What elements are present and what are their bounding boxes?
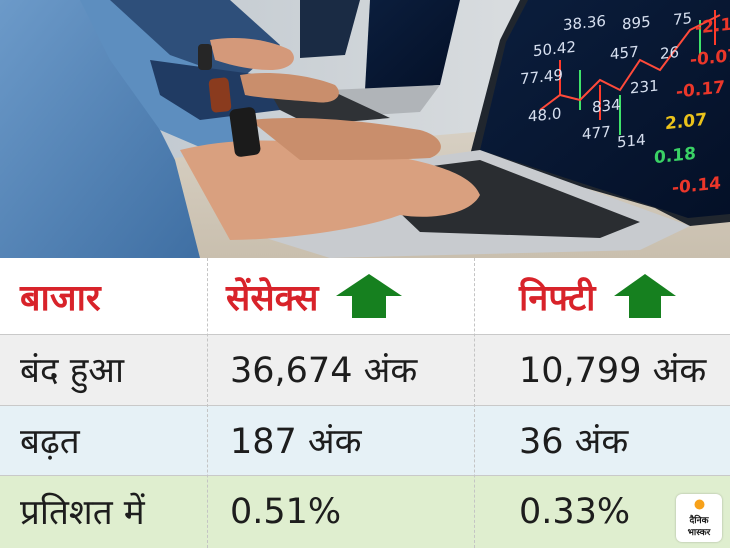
sensex-value-cell: 36,674 अंक xyxy=(208,334,474,405)
column-divider xyxy=(474,258,476,548)
row-divider xyxy=(0,475,730,476)
nifty-value-cell: 10,799 अंक xyxy=(475,334,730,405)
nifty-close-value: 10,799 अंक xyxy=(519,351,707,391)
laptop-scene-illustration xyxy=(0,0,730,258)
screen-number: 457 xyxy=(610,42,639,64)
screen-number: -0.07 xyxy=(690,45,730,71)
table-header-row: बाजार सेंसेक्स निफ्टी xyxy=(0,258,730,334)
row-label-percent: प्रतिशत में xyxy=(20,493,145,533)
row-label-cell: प्रतिशत में xyxy=(0,475,207,548)
dainik-bhaskar-logo: दैनिक भास्कर xyxy=(676,494,722,542)
market-summary-table: बाजार सेंसेक्स निफ्टी बंद हुआ 36,674 अंक xyxy=(0,258,730,548)
nifty-gain-value: 36 अंक xyxy=(519,421,629,462)
sun-icon xyxy=(694,499,705,510)
screen-number: -2.17 xyxy=(695,13,730,39)
column-divider xyxy=(207,258,209,548)
header-label-market: बाजार xyxy=(20,277,101,319)
header-cell-market: बाजार xyxy=(0,258,207,334)
row-label-gain: बढ़त xyxy=(20,421,80,462)
up-arrow-icon xyxy=(336,274,403,318)
header-label-sensex: सेंसेक्स xyxy=(226,277,319,319)
header-photo: 38.36 895 75 -2.17 50.42 457 26 -0.07 77… xyxy=(0,0,730,258)
screen-number: 48.0 xyxy=(528,104,562,126)
header-cell-nifty: निफ्टी xyxy=(475,258,730,334)
row-divider xyxy=(0,405,730,406)
row-label-closed: बंद हुआ xyxy=(20,351,125,391)
sensex-close-value: 36,674 अंक xyxy=(230,351,418,391)
screen-number: 834 xyxy=(592,95,621,117)
nifty-value-cell: 0.33% xyxy=(475,475,730,548)
row-divider xyxy=(0,334,730,335)
table-row: प्रतिशत में 0.51% 0.33% xyxy=(0,475,730,548)
sensex-percent-value: 0.51% xyxy=(230,491,342,532)
up-arrow-icon xyxy=(613,274,676,318)
header-label-nifty: निफ्टी xyxy=(519,277,596,319)
sensex-gain-value: 187 अंक xyxy=(230,421,362,462)
screen-number: 895 xyxy=(622,12,651,34)
screen-number: 26 xyxy=(660,42,680,64)
row-label-cell: बढ़त xyxy=(0,405,207,475)
nifty-percent-value: 0.33% xyxy=(519,491,631,532)
header-cell-sensex: सेंसेक्स xyxy=(208,258,474,334)
screen-number: 75 xyxy=(673,8,693,30)
screen-number: 477 xyxy=(582,122,611,144)
nifty-value-cell: 36 अंक xyxy=(475,405,730,475)
sensex-value-cell: 187 अंक xyxy=(208,405,474,475)
logo-text-line2: भास्कर xyxy=(687,528,711,538)
table-row: बढ़त 187 अंक 36 अंक xyxy=(0,405,730,475)
screen-number: 231 xyxy=(630,76,659,98)
screen-number: 514 xyxy=(617,130,646,152)
sensex-value-cell: 0.51% xyxy=(208,475,474,548)
row-label-cell: बंद हुआ xyxy=(0,334,207,405)
logo-text-line1: दैनिक xyxy=(689,516,709,526)
table-row: बंद हुआ 36,674 अंक 10,799 अंक xyxy=(0,334,730,405)
